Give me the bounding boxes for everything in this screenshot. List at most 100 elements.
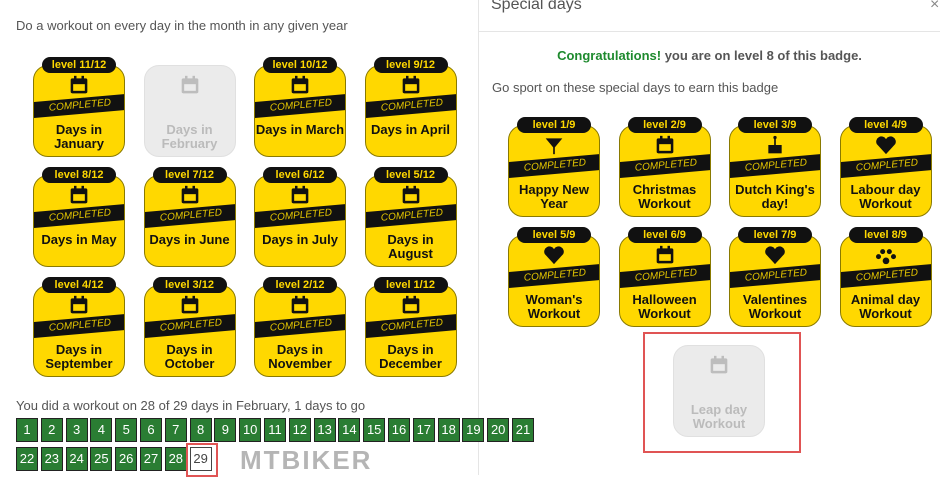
congrats-strong: Congratulations!: [557, 48, 662, 63]
congrats-message: Congratulations! you are on level 8 of t…: [479, 48, 940, 63]
badge-days-in-february[interactable]: Days in February: [143, 65, 236, 157]
paw-icon: [874, 245, 898, 265]
level-pill: level 10/12: [263, 57, 337, 73]
completed-ribbon: COMPLETED: [144, 313, 235, 339]
calendar-icon: [288, 295, 312, 315]
badge-days-in-september[interactable]: COMPLETED Days in September: [33, 285, 125, 377]
badge-days-in-march[interactable]: COMPLETED Days in March: [254, 65, 346, 157]
level-pill: level 4/9: [848, 117, 923, 133]
completed-ribbon: COMPLETED: [365, 313, 456, 339]
badge-days-in-august[interactable]: COMPLETED Days in August: [364, 175, 457, 267]
badge-valentines-workout[interactable]: COMPLETED Valentines Workout: [729, 235, 821, 327]
day-1: 1: [16, 418, 38, 442]
completed-ribbon: COMPLETED: [365, 203, 456, 229]
calendar-icon: [288, 185, 312, 205]
badge-days-in-october[interactable]: COMPLETED Days in October: [143, 285, 236, 377]
badge-days-in-december[interactable]: COMPLETED Days in December: [364, 285, 457, 377]
badge-leap-day-workout[interactable]: Leap day Workout: [673, 345, 765, 437]
day-26: 26: [115, 447, 138, 471]
badge-days-in-july[interactable]: COMPLETED Days in July: [254, 175, 346, 267]
congrats-rest: you are on level 8 of this badge.: [661, 48, 862, 63]
badge-happy-new-year[interactable]: COMPLETED Happy New Year: [508, 125, 600, 217]
badge-woman-s-workout[interactable]: COMPLETED Woman's Workout: [508, 235, 600, 327]
level-pill: level 5/12: [373, 167, 448, 183]
badge-days-in-may[interactable]: COMPLETED Days in May: [33, 175, 125, 267]
day-2: 2: [40, 418, 63, 442]
badge-label: Happy New Year: [518, 182, 590, 211]
calendar-icon: [178, 295, 202, 315]
badge-animal-day-workout[interactable]: COMPLETED Animal day Workout: [839, 235, 932, 327]
calendar-icon: [707, 355, 731, 375]
level-pill: level 1/9: [517, 117, 591, 133]
day-21: 21: [512, 418, 534, 442]
day-22: 22: [16, 447, 38, 471]
badge-days-in-january[interactable]: COMPLETED Days in January: [33, 65, 125, 157]
badge-label: Valentines Workout: [742, 292, 808, 321]
day-27: 27: [140, 447, 162, 471]
close-icon[interactable]: ×: [930, 0, 940, 13]
completed-ribbon: COMPLETED: [509, 153, 599, 179]
completed-ribbon: COMPLETED: [34, 203, 124, 229]
calendar-icon: [399, 75, 423, 95]
level-pill: level 6/12: [263, 167, 337, 183]
badge-label: Days in July: [262, 232, 338, 247]
intro-text: Go sport on these special days to earn t…: [492, 80, 779, 95]
level-pill: level 9/12: [373, 57, 448, 73]
badge-days-in-november[interactable]: COMPLETED Days in November: [254, 285, 346, 377]
level-pill: level 11/12: [42, 57, 116, 73]
calendar-icon: [288, 75, 312, 95]
badge-label: Days in January: [54, 122, 104, 151]
day-5: 5: [115, 418, 138, 442]
calendar-icon: [653, 245, 677, 265]
day-25: 25: [90, 447, 113, 471]
completed-ribbon: COMPLETED: [509, 263, 599, 289]
level-pill: level 7/9: [738, 227, 812, 243]
level-pill: level 8/12: [42, 167, 116, 183]
badge-halloween-workout[interactable]: COMPLETED Halloween Workout: [618, 235, 711, 327]
level-pill: level 2/9: [627, 117, 702, 133]
badge-label: Days in February: [161, 122, 218, 151]
cake-icon: [763, 135, 787, 155]
level-pill: level 1/12: [373, 277, 448, 293]
watermark-logo: MTBIKER: [240, 445, 373, 475]
badge-christmas-workout[interactable]: COMPLETED Christmas Workout: [618, 125, 711, 217]
badge-label: Leap day Workout: [690, 402, 748, 431]
day-11: 11: [264, 418, 286, 442]
completed-ribbon: COMPLETED: [255, 203, 345, 229]
day-8: 8: [189, 418, 212, 442]
day-29-highlight: [186, 443, 218, 477]
completed-ribbon: COMPLETED: [34, 93, 124, 119]
modal-title: Special days: [491, 0, 582, 13]
badge-days-in-april[interactable]: COMPLETED Days in April: [364, 65, 457, 157]
day-23: 23: [40, 447, 63, 471]
badge-label: Days in October: [164, 342, 215, 371]
badge-label: Days in November: [268, 342, 332, 371]
calendar-icon: [653, 135, 677, 155]
badge-days-in-june[interactable]: COMPLETED Days in June: [143, 175, 236, 267]
completed-ribbon: COMPLETED: [619, 263, 710, 289]
level-pill: level 5/9: [517, 227, 591, 243]
calendar-icon: [178, 75, 202, 95]
badge-label: Days in May: [41, 232, 117, 247]
day-12: 12: [288, 418, 311, 442]
completed-ribbon: COMPLETED: [840, 263, 931, 289]
day-6: 6: [140, 418, 162, 442]
day-10: 10: [239, 418, 262, 442]
heart-icon: [874, 135, 898, 155]
day-24: 24: [65, 447, 88, 471]
completed-ribbon: COMPLETED: [255, 313, 345, 339]
day-18: 18: [437, 418, 460, 442]
calendar-icon: [67, 295, 91, 315]
badge-dutch-king-s-day-[interactable]: COMPLETED Dutch King's day!: [729, 125, 821, 217]
day-28: 28: [164, 447, 187, 471]
cocktail-icon: [542, 135, 566, 155]
badge-labour-day-workout[interactable]: COMPLETED Labour day Workout: [839, 125, 932, 217]
day-29: 29: [189, 447, 212, 471]
day-15: 15: [363, 418, 386, 442]
completed-ribbon: COMPLETED: [34, 313, 124, 339]
heart-icon: [763, 245, 787, 265]
badge-label: Halloween Workout: [632, 292, 697, 321]
day-17: 17: [412, 418, 435, 442]
level-pill: level 3/12: [152, 277, 227, 293]
panel-divider: [478, 0, 479, 475]
